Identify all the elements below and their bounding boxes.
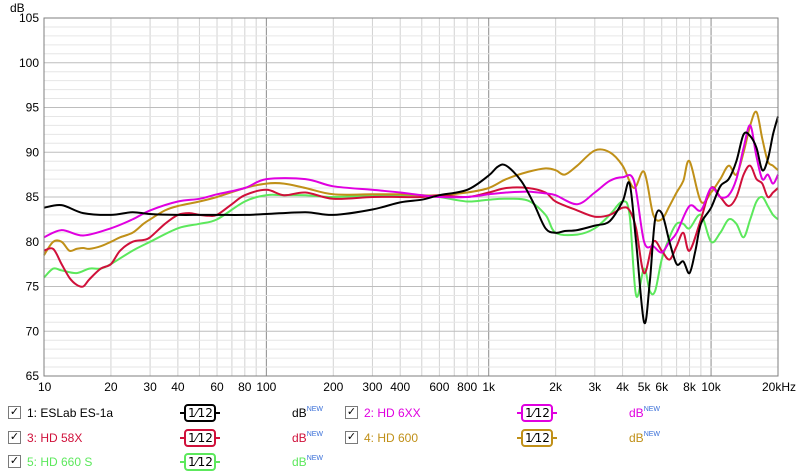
series-4-checkbox[interactable]: ✓ — [345, 431, 358, 444]
series-2-db-offset[interactable]: dBNEW — [629, 406, 660, 420]
y-tick-label: 65 — [26, 369, 40, 383]
series-1-new-badge: NEW — [306, 406, 324, 413]
y-axis-unit-label: dB — [10, 1, 25, 15]
y-tick-label: 95 — [26, 101, 40, 115]
series-5-smoothing-value: 1⁄12 — [188, 455, 213, 469]
x-tick-label: 100 — [256, 380, 276, 394]
series-4-new-badge: NEW — [643, 431, 661, 438]
series-2-checkbox[interactable]: ✓ — [345, 406, 358, 419]
series-4-unit: dB — [629, 431, 644, 445]
series-1-smoothing-value: 1⁄12 — [188, 406, 213, 420]
x-tick-label: 800 — [457, 380, 477, 394]
series-1-unit: dB — [292, 406, 307, 420]
series-2-smoothing-value: 1⁄12 — [525, 406, 550, 420]
x-tick-label: 10k — [701, 380, 721, 394]
series-5-new-badge: NEW — [306, 455, 324, 462]
series-2-smoothing-icon — [517, 404, 557, 422]
x-axis-ticks: 10 20 30 40 60 80 100 200 300 400 600 800 1k 2k 3k 4k 5k… — [38, 380, 796, 394]
x-tick-label: 400 — [390, 380, 410, 394]
x-tick-label: 300 — [362, 380, 382, 394]
series-5-db-offset[interactable]: dBNEW — [292, 455, 323, 469]
x-tick-label: 30 — [143, 380, 157, 394]
y-tick-label: 80 — [26, 235, 40, 249]
x-tick-label: 20kHz — [762, 380, 796, 394]
legend: ✓ 1: ESLab ES-1a 1⁄12 dBNEW ✓ 2: HD 6XX … — [0, 400, 800, 475]
series-3-smoothing-value: 1⁄12 — [188, 431, 213, 445]
frequency-response-chart: dB 105 100 95 90 85 80 75 70 65 10 20 30 40 60 80 100 2… — [10, 1, 796, 394]
x-tick-label: 600 — [429, 380, 449, 394]
x-tick-label: 60 — [210, 380, 224, 394]
x-tick-label: 2k — [549, 380, 563, 394]
series-5-smoothing-icon — [180, 453, 220, 471]
series-3-unit: dB — [292, 431, 307, 445]
series-4-smoothing-value: 1⁄12 — [525, 431, 550, 445]
series-2-smoothing-button[interactable]: 1⁄12 — [517, 404, 557, 424]
x-tick-label: 5k — [638, 380, 652, 394]
series-lines — [43, 110, 779, 325]
series-1-smoothing-button[interactable]: 1⁄12 — [180, 404, 220, 424]
series-line-1 — [43, 116, 779, 325]
x-tick-label: 3k — [588, 380, 602, 394]
series-4-smoothing-icon — [517, 429, 557, 447]
legend-entry-3: ✓ 3: HD 58X 1⁄12 dBNEW — [8, 429, 338, 451]
series-3-new-badge: NEW — [306, 431, 324, 438]
series-5-checkbox[interactable]: ✓ — [8, 455, 21, 468]
x-tick-label: 40 — [171, 380, 185, 394]
x-tick-label: 6k — [655, 380, 669, 394]
series-5-smoothing-button[interactable]: 1⁄12 — [180, 453, 220, 473]
y-tick-label: 75 — [26, 280, 40, 294]
series-1-checkbox[interactable]: ✓ — [8, 406, 21, 419]
y-tick-label: 70 — [26, 324, 40, 338]
series-line-2 — [43, 124, 779, 254]
series-4-smoothing-button[interactable]: 1⁄12 — [517, 429, 557, 449]
series-3-db-offset[interactable]: dBNEW — [292, 431, 323, 445]
legend-entry-1: ✓ 1: ESLab ES-1a 1⁄12 dBNEW — [8, 404, 338, 426]
y-axis-ticks: 105 100 95 90 85 80 75 70 65 — [19, 11, 39, 383]
y-tick-label: 85 — [26, 190, 40, 204]
legend-entry-5: ✓ 5: HD 660 S 1⁄12 dBNEW — [8, 453, 338, 475]
series-3-label: 3: HD 58X — [27, 431, 83, 445]
series-3-smoothing-icon — [180, 429, 220, 447]
series-2-unit: dB — [629, 406, 644, 420]
series-1-smoothing-icon — [180, 404, 220, 422]
series-3-smoothing-button[interactable]: 1⁄12 — [180, 429, 220, 449]
x-tick-label: 200 — [323, 380, 343, 394]
series-2-new-badge: NEW — [643, 406, 661, 413]
series-4-db-offset[interactable]: dBNEW — [629, 431, 660, 445]
x-tick-label: 80 — [238, 380, 252, 394]
series-line-4 — [43, 110, 779, 256]
legend-entry-4: ✓ 4: HD 600 1⁄12 dBNEW — [345, 429, 675, 451]
series-1-db-offset[interactable]: dBNEW — [292, 406, 323, 420]
y-tick-label: 105 — [19, 11, 39, 25]
x-tick-label: 8k — [683, 380, 697, 394]
series-5-label: 5: HD 660 S — [27, 455, 93, 469]
series-3-checkbox[interactable]: ✓ — [8, 431, 21, 444]
series-2-label: 2: HD 6XX — [364, 406, 421, 420]
series-1-label: 1: ESLab ES-1a — [27, 406, 114, 420]
y-tick-label: 90 — [26, 145, 40, 159]
x-tick-label: 1k — [482, 380, 496, 394]
x-tick-label: 10 — [38, 380, 52, 394]
series-5-unit: dB — [292, 455, 307, 469]
x-tick-label: 4k — [616, 380, 630, 394]
series-4-label: 4: HD 600 — [364, 431, 419, 445]
y-tick-label: 100 — [19, 56, 39, 70]
x-tick-label: 20 — [104, 380, 118, 394]
legend-entry-2: ✓ 2: HD 6XX 1⁄12 dBNEW — [345, 404, 675, 426]
plot-frame — [43, 17, 779, 377]
